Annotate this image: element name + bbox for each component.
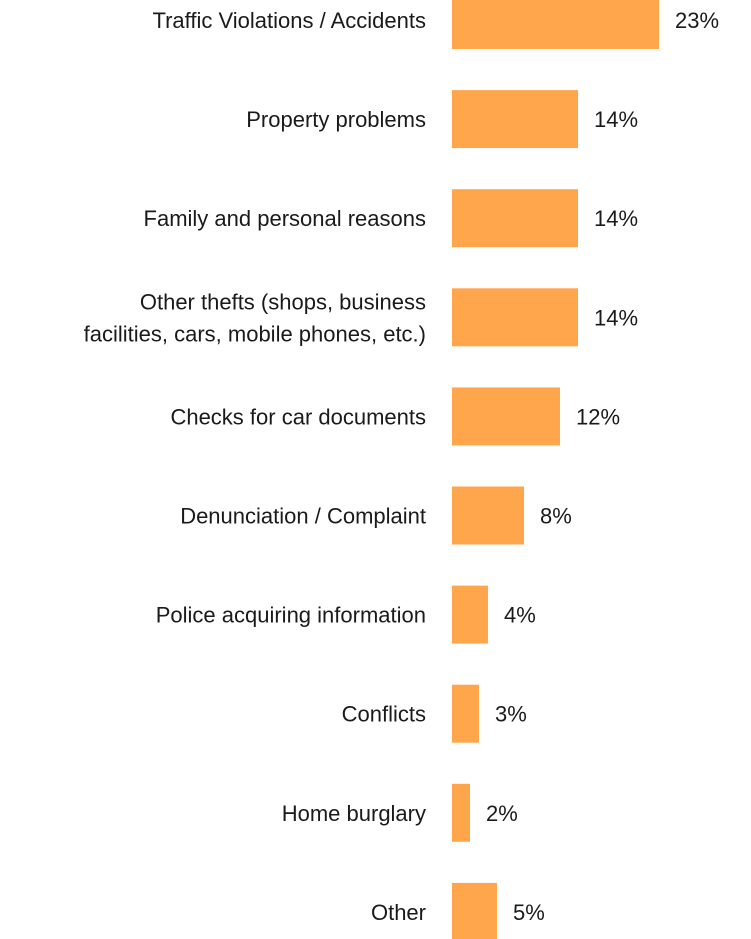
category-label: Other [371,900,426,925]
value-label: 12% [576,404,620,429]
value-label: 4% [504,603,536,628]
bar [452,486,524,545]
category-label: Traffic Violations / Accidents [152,8,426,33]
value-label: 8% [540,504,572,529]
value-label: 14% [594,107,638,132]
bar [452,189,578,248]
bar [452,90,578,149]
value-label: 14% [594,305,638,330]
bar [452,585,488,644]
category-label: Conflicts [342,702,426,727]
bar [452,0,659,49]
category-label: Family and personal reasons [144,206,426,231]
bar [452,882,497,939]
category-label: Police acquiring information [156,603,426,628]
bar [452,288,578,347]
category-label: Denunciation / Complaint [180,504,426,529]
value-label: 2% [486,801,518,826]
category-label: Other thefts (shops, business facilities,… [84,289,426,346]
bar [452,684,479,743]
value-label: 23% [675,8,719,33]
bar [452,387,560,446]
category-label: Checks for car documents [170,404,426,429]
category-label: Home burglary [282,801,426,826]
bar [452,783,470,842]
value-label: 5% [513,900,545,925]
value-label: 3% [495,702,527,727]
category-label: Property problems [246,107,426,132]
value-label: 14% [594,206,638,231]
